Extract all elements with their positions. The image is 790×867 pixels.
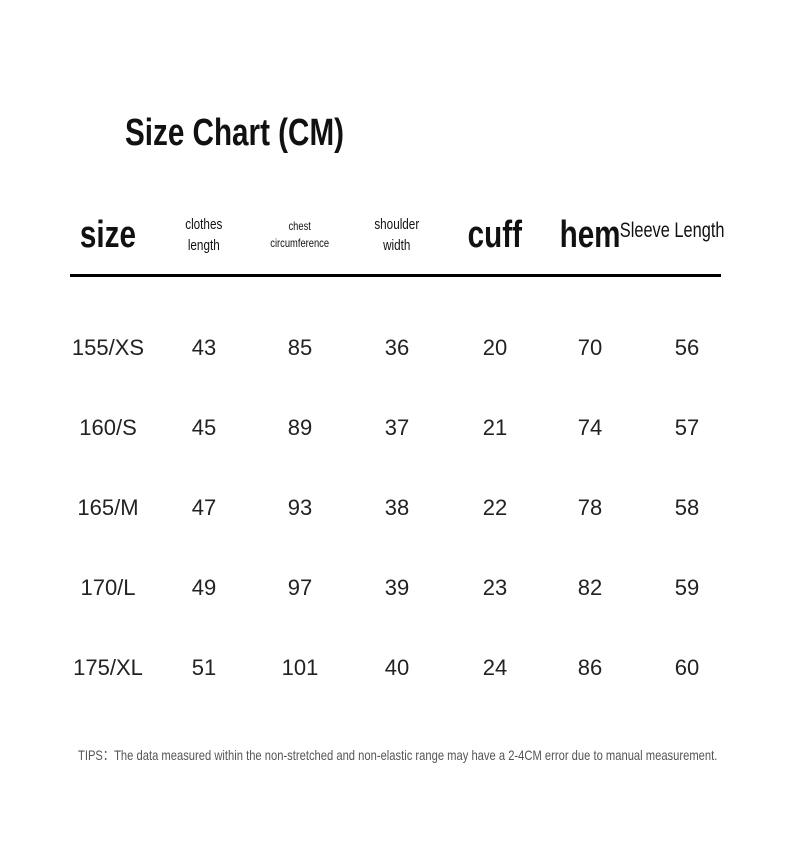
table-cell: 38	[384, 495, 410, 520]
table-cell: 101	[281, 655, 319, 680]
table-cell: 160/S	[79, 415, 137, 440]
table-cell: 56	[674, 335, 700, 360]
column-header-label: chest circumference	[270, 219, 330, 250]
table-cell: 70	[577, 335, 603, 360]
table-cell: 74	[577, 415, 603, 440]
table-cell: 51	[191, 655, 217, 680]
table-cell: 78	[577, 495, 603, 520]
column-header: chest circumference	[240, 200, 360, 270]
table-cell: 22	[482, 495, 508, 520]
table-cell: 20	[482, 335, 508, 360]
table-cell: 37	[384, 415, 410, 440]
tips-note: TIPS：The data measured within the non-st…	[78, 747, 718, 763]
column-header-label: cuff	[467, 213, 523, 256]
column-header: clothes length	[144, 200, 264, 270]
table-cell: 58	[674, 495, 700, 520]
table-cell: 170/L	[80, 575, 136, 600]
column-header: size	[48, 200, 168, 270]
table-cell: 97	[287, 575, 313, 600]
table-cell: 165/M	[77, 495, 139, 520]
table-cell: 82	[577, 575, 603, 600]
column-header: hem	[530, 200, 650, 270]
column-header-label: clothes length	[185, 216, 223, 254]
table-cell: 36	[384, 335, 410, 360]
column-header-label: Sleeve Length	[619, 219, 725, 242]
page-title: Size Chart (CM)	[125, 112, 345, 154]
table-cell: 40	[384, 655, 410, 680]
table-cell: 43	[191, 335, 217, 360]
table-cell: 93	[287, 495, 313, 520]
column-header: shoulder width	[337, 200, 457, 270]
column-header-label: size	[79, 213, 137, 256]
table-cell: 21	[482, 415, 508, 440]
table-cell: 86	[577, 655, 603, 680]
table-cell: 57	[674, 415, 700, 440]
table-cell: 155/XS	[71, 335, 145, 360]
table-cell: 85	[287, 335, 313, 360]
table-cell: 60	[674, 655, 700, 680]
table-cell: 59	[674, 575, 700, 600]
table-cell: 23	[482, 575, 508, 600]
table-cell: 24	[482, 655, 508, 680]
table-cell: 45	[191, 415, 217, 440]
table-cell: 175/XL	[73, 655, 143, 680]
column-header-label: shoulder width	[374, 216, 420, 254]
header-divider	[70, 274, 721, 277]
table-cell: 39	[384, 575, 410, 600]
table-cell: 89	[287, 415, 313, 440]
column-header: cuff	[435, 200, 555, 270]
table-cell: 49	[191, 575, 217, 600]
table-cell: 47	[191, 495, 217, 520]
column-header-label: hem	[559, 213, 621, 256]
column-header: Sleeve Length	[612, 196, 732, 266]
